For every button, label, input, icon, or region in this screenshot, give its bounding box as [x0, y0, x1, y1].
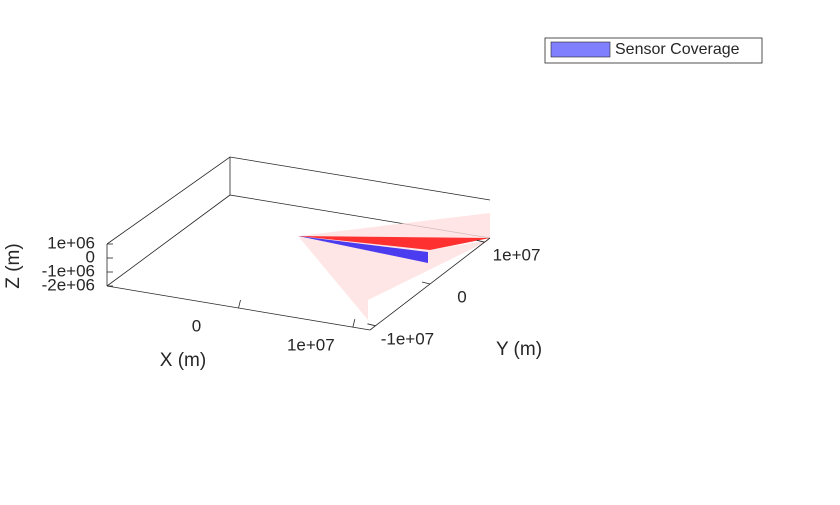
z-axis-label: Z (m)	[3, 243, 24, 288]
box-edge	[106, 194, 231, 287]
coverage-fan	[298, 213, 490, 238]
z-tick-label: 0	[86, 247, 95, 266]
x-axis-label: X (m)	[160, 350, 206, 371]
z-tick-label: -1e+06	[42, 261, 95, 280]
coverage-patches	[298, 213, 490, 320]
y-axis-label: Y (m)	[496, 339, 542, 360]
x-tick-label: 0	[192, 316, 201, 335]
tick-mark	[352, 319, 356, 328]
x-tick-label: 1e+07	[287, 336, 335, 355]
legend-swatch	[550, 41, 611, 58]
z-tick-label: 1e+06	[47, 233, 95, 252]
tick-mark	[421, 281, 431, 285]
legend-entry: Sensor Coverage	[615, 41, 740, 58]
tick-mark	[367, 323, 376, 327]
legend: Sensor Coverage	[544, 37, 763, 64]
tick-mark	[238, 299, 241, 309]
y-tick-label: 1e+07	[493, 246, 541, 265]
coverage-fan	[298, 236, 490, 320]
coverage-blue	[298, 236, 428, 263]
y-tick-label: -1e+07	[381, 329, 434, 348]
y-tick-label: 0	[457, 287, 466, 306]
tick-mark	[476, 239, 485, 243]
z-tick-label: -2e+06	[42, 275, 95, 294]
coverage-red	[298, 236, 490, 250]
